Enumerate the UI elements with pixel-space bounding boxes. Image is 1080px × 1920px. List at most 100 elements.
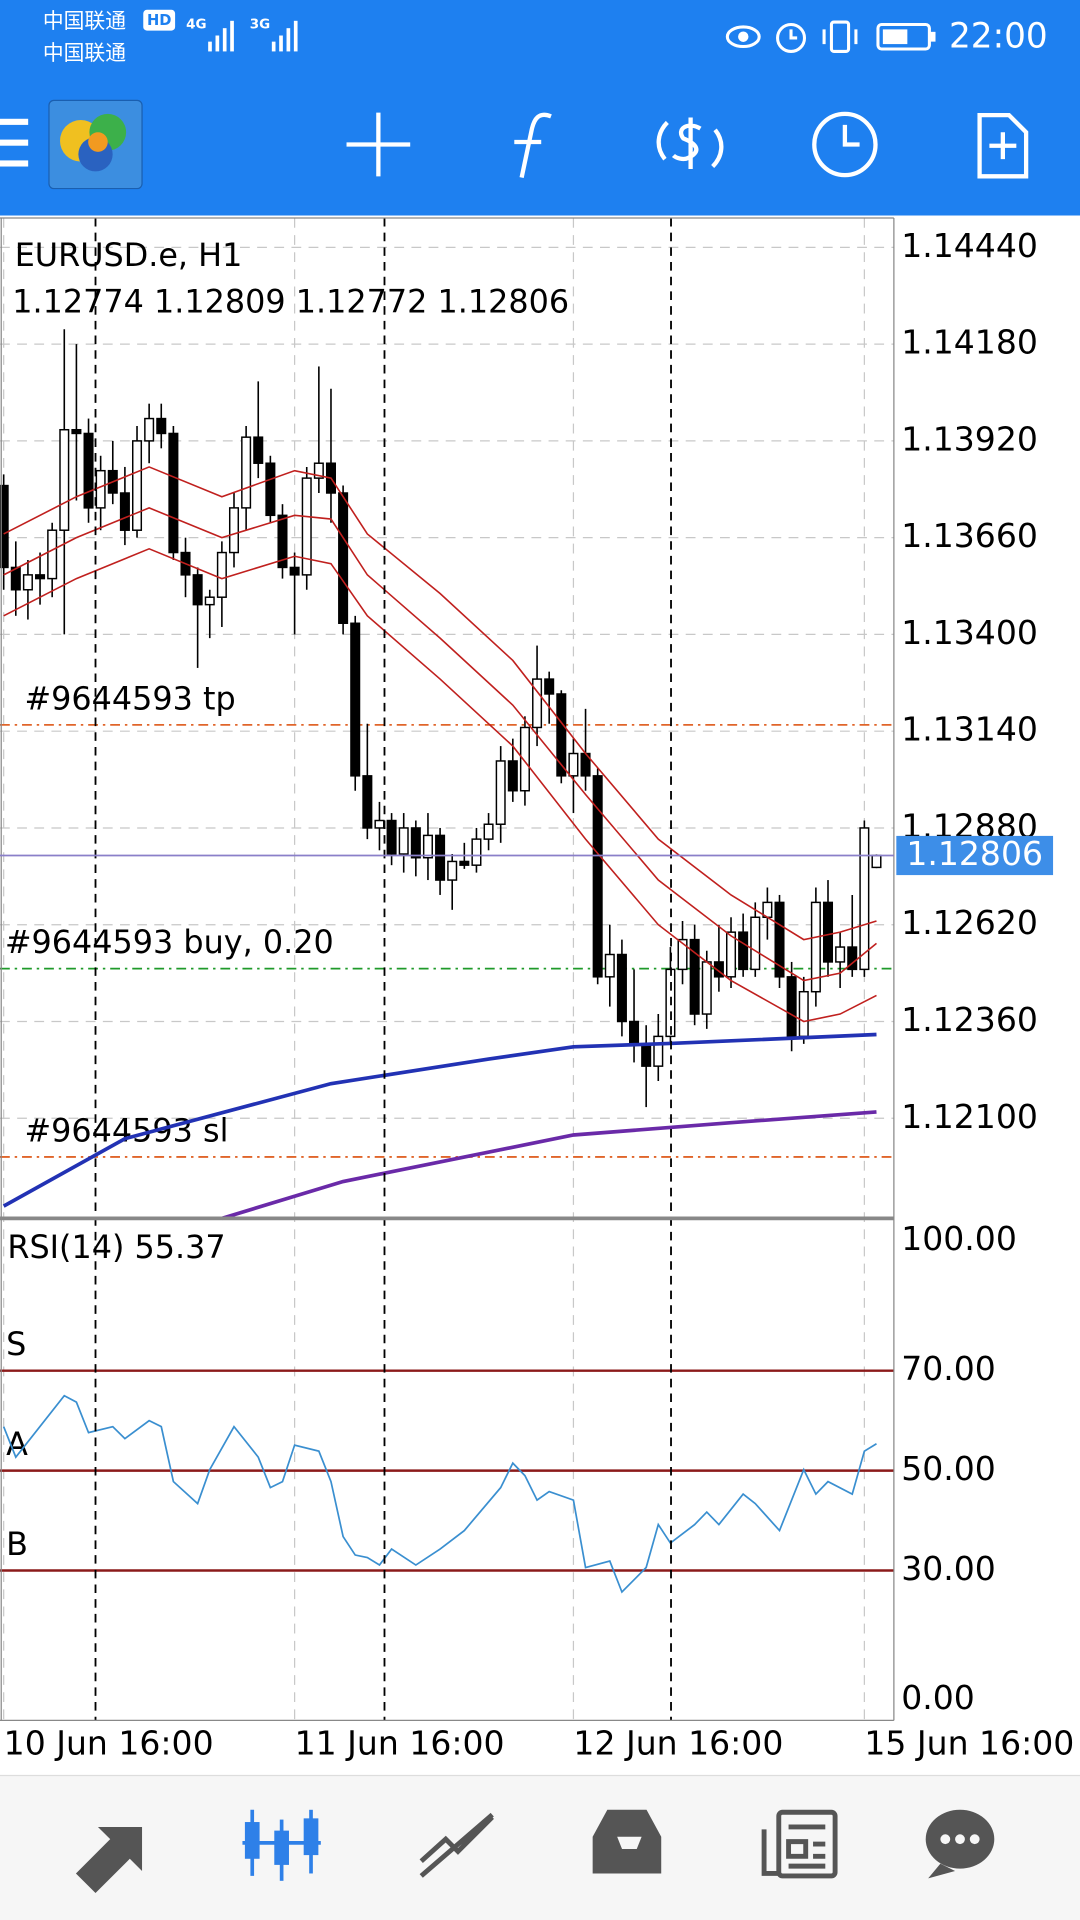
open: 1.12774 <box>12 283 144 321</box>
order-label: #9644593 sl <box>24 1111 228 1149</box>
candle-body <box>835 946 846 963</box>
signal <box>271 20 298 52</box>
candle-body <box>738 931 749 971</box>
carrier: 中国联通 <box>43 9 126 33</box>
candle-body <box>810 901 821 993</box>
y-tick-label: 1.12100 <box>901 1097 1038 1136</box>
y-tick-label: 1.13660 <box>901 516 1038 555</box>
candle-body <box>629 1020 640 1045</box>
quotes-tab[interactable] <box>75 1826 143 1894</box>
close: 1.12806 <box>437 283 569 321</box>
moving-average <box>3 507 877 982</box>
ohlc-readout: 1.12774 1.12809 1.12772 1.12806 <box>12 283 569 321</box>
candle-body <box>774 901 785 978</box>
x-tick-label: 11 Jun 16:00 <box>295 1723 505 1762</box>
crosshair-button[interactable] <box>346 112 411 177</box>
y-tick-label: 1.14180 <box>901 323 1038 362</box>
candle-body <box>132 440 143 531</box>
bid-label-box <box>896 835 1054 876</box>
hd-label: HD <box>147 12 171 29</box>
candle-body <box>471 838 482 866</box>
candle-body <box>10 566 21 591</box>
bid-label: 1.12806 <box>906 834 1043 873</box>
y-tick-label: 1.13140 <box>901 710 1038 749</box>
carrier: 中国联通 <box>43 41 126 65</box>
x-tick-label: 15 Jun 16:00 <box>864 1723 1074 1762</box>
candle-body <box>47 529 58 580</box>
candle-body <box>228 507 240 554</box>
candle-body <box>289 566 300 576</box>
nav-icons <box>75 1809 995 1894</box>
candle-body <box>265 462 276 517</box>
y-tick-label: 1.12360 <box>901 1000 1038 1039</box>
candle-body <box>216 551 227 598</box>
candle-body <box>556 693 567 777</box>
candle-body <box>168 432 179 554</box>
moving-average <box>3 547 877 1023</box>
indicators-button[interactable] <box>514 112 552 178</box>
candle-body <box>241 436 252 509</box>
y-tick-label: 50.00 <box>901 1449 996 1488</box>
candle-body <box>483 823 494 840</box>
moving-average <box>3 466 877 941</box>
candle-body <box>253 436 264 464</box>
candle-body <box>519 726 530 792</box>
candle-body <box>301 477 312 576</box>
candle-body <box>435 834 446 881</box>
candle-body <box>410 827 421 859</box>
candle-body <box>750 916 761 971</box>
candle-body <box>689 938 700 1015</box>
candle-body <box>592 775 603 978</box>
news-tab[interactable] <box>761 1809 838 1879</box>
level-label: S <box>6 1325 26 1363</box>
history-tab[interactable] <box>592 1809 662 1874</box>
candle-body <box>313 462 324 479</box>
trade-tab[interactable] <box>419 1812 494 1878</box>
clock: 22:00 <box>949 16 1048 56</box>
candle-body <box>59 428 70 531</box>
candle-body <box>532 678 543 729</box>
high: 1.12809 <box>154 283 286 321</box>
level-label: A <box>6 1425 28 1463</box>
period-button[interactable] <box>812 111 878 178</box>
hd-badge <box>143 9 176 31</box>
candle-body <box>677 938 688 971</box>
rsi-value: 55.37 <box>135 1228 226 1266</box>
app-logo[interactable] <box>48 99 143 190</box>
candle-body <box>847 946 858 971</box>
y-tick-label: 1.14440 <box>901 226 1038 265</box>
signal <box>208 20 234 52</box>
chart-tab[interactable] <box>242 1809 321 1881</box>
app-bar <box>0 0 1080 216</box>
overlay: 1.12806 <box>0 834 1054 876</box>
candle-body <box>22 574 33 591</box>
candle-body <box>422 834 433 859</box>
candle-body <box>144 417 155 442</box>
status-icons <box>725 20 936 53</box>
candle-body <box>653 1035 664 1067</box>
candle-body <box>35 574 46 580</box>
chat-tab[interactable] <box>925 1809 995 1879</box>
level-label: B <box>6 1525 28 1563</box>
candle-body <box>568 752 579 777</box>
candle-body <box>641 1043 652 1067</box>
candle-body <box>495 760 506 825</box>
candle-body <box>604 953 615 978</box>
rsi-line <box>2 1394 877 1594</box>
x-tick-label: 10 Jun 16:00 <box>4 1723 214 1762</box>
candle-body <box>95 469 106 509</box>
candle-body <box>398 827 409 855</box>
candle-body <box>786 976 797 1038</box>
candle-body <box>871 854 882 869</box>
candle-body <box>459 860 470 866</box>
trade-button[interactable] <box>656 117 724 169</box>
menu-button[interactable] <box>0 118 29 167</box>
candle-body <box>0 484 9 569</box>
template-button[interactable] <box>977 112 1029 179</box>
chart-area[interactable]: 10 Jun 16:00 11 Jun 16:00 12 Jun 16:00 15 J… <box>0 217 1074 1762</box>
candle-body <box>277 514 288 569</box>
y-tick-label: 100.00 <box>901 1219 1017 1258</box>
y-tick-label: 30.00 <box>901 1549 996 1588</box>
rsi-name: RSI(14) <box>7 1228 124 1266</box>
